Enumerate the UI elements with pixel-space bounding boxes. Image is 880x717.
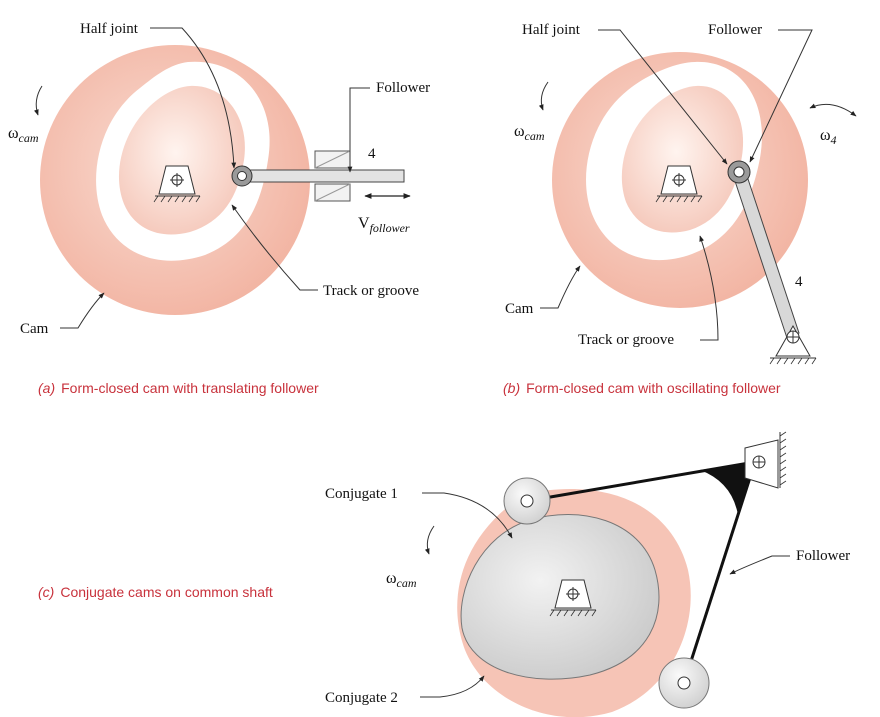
label-follower-a: Follower xyxy=(376,80,430,96)
panel-a: Half joint Follower 4 Track or groove Ca… xyxy=(8,21,430,396)
follower-b-pivot xyxy=(769,324,817,365)
omega-4-b: ω4 xyxy=(820,127,837,147)
label-follower-b: Follower xyxy=(708,22,762,38)
label-cam-a: Cam xyxy=(20,321,49,337)
follower-c-hub xyxy=(700,462,755,515)
cam-a-inner xyxy=(118,85,245,235)
label-follower-c: Follower xyxy=(796,548,850,564)
caption-c: (c) Conjugate cams on common shaft xyxy=(38,584,273,600)
label-cam-b: Cam xyxy=(505,301,534,317)
label-track-b: Track or groove xyxy=(578,332,674,348)
omega-cam-b: ωcam xyxy=(514,123,545,143)
label-conjugate-1: Conjugate 1 xyxy=(325,486,398,502)
label-half-joint-b: Half joint xyxy=(522,22,581,38)
cam-b-pivot xyxy=(655,165,703,203)
omega-cam-a: ωcam xyxy=(8,125,39,145)
panel-c: Conjugate 1 Follower Conjugate 2 ωcam (c… xyxy=(38,431,850,717)
cam-a-pivot xyxy=(153,165,201,203)
caption-a: (a) Form-closed cam with translating foll… xyxy=(38,380,319,396)
follower-a-rod xyxy=(241,169,405,183)
omega-cam-c: ωcam xyxy=(386,570,417,590)
label-half-joint-a: Half joint xyxy=(80,21,139,37)
omega-cam-a-arrow xyxy=(34,85,43,116)
omega-4-arrow xyxy=(809,103,857,117)
cam-c-pivot xyxy=(549,579,597,617)
follower-c-pivot xyxy=(744,431,787,489)
cam-b-inner xyxy=(621,85,744,233)
label-conjugate-2: Conjugate 2 xyxy=(325,690,398,706)
label-link-4-b: 4 xyxy=(795,274,803,290)
label-link-4-a: 4 xyxy=(368,146,376,162)
omega-cam-b-arrow xyxy=(538,81,549,111)
omega-cam-c-arrow xyxy=(424,525,435,555)
caption-b: (b) Form-closed cam with oscillating foll… xyxy=(503,380,781,396)
panel-b: Half joint Follower 4 Track or groove Ca… xyxy=(503,22,857,396)
velocity-follower-label: Vfollower xyxy=(358,215,410,235)
label-track-a: Track or groove xyxy=(323,283,419,299)
